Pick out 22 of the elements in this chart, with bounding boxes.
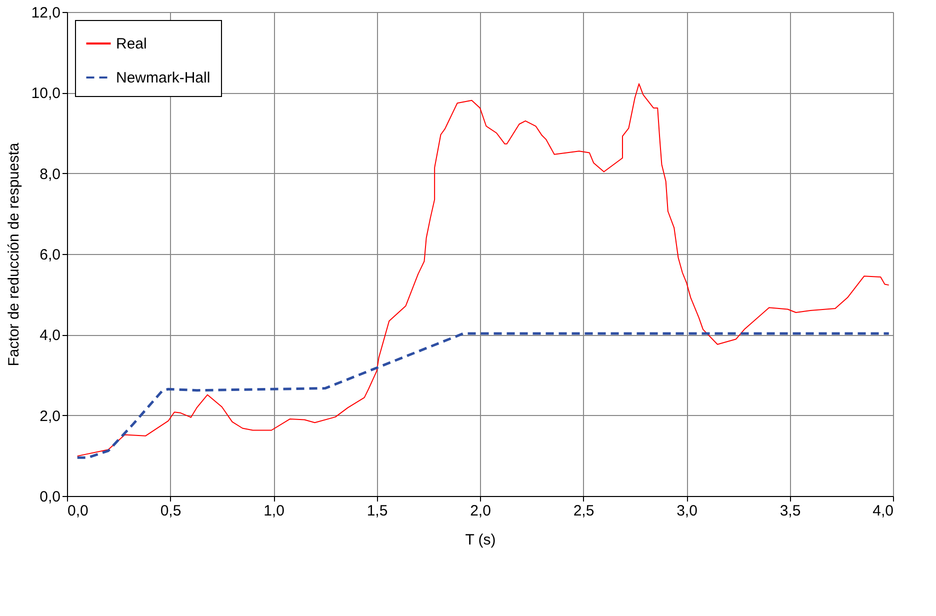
x-tick-label: 0,0 <box>68 502 88 520</box>
x-tick-label: 2,0 <box>470 502 491 520</box>
y-tick-label: 10,0 <box>31 85 60 102</box>
y-axis-title: Factor de reducción de respuesta <box>5 142 22 366</box>
x-tick-label: 3,0 <box>676 502 698 520</box>
y-tick-label: 4,0 <box>40 327 60 344</box>
legend-label: Real <box>116 36 147 52</box>
x-tick-label: 3,5 <box>780 502 801 520</box>
y-tick-label: 12,0 <box>31 4 60 22</box>
y-tick-label: 6,0 <box>40 246 60 264</box>
y-tick-label: 8,0 <box>40 166 60 183</box>
x-tick-label: 4,0 <box>872 502 894 520</box>
y-tick-label: 2,0 <box>40 408 60 425</box>
legend-label: Newmark-Hall <box>116 70 210 86</box>
x-tick-label: 2,5 <box>573 502 594 520</box>
x-tick-label: 1,0 <box>264 502 284 520</box>
x-tick-label: 0,5 <box>160 502 182 520</box>
x-axis-title: T (s) <box>465 532 496 548</box>
x-tick-label: 1,5 <box>366 502 388 520</box>
line-series <box>76 332 890 459</box>
line-series <box>76 83 890 457</box>
y-tick-label: 0,0 <box>40 488 60 506</box>
